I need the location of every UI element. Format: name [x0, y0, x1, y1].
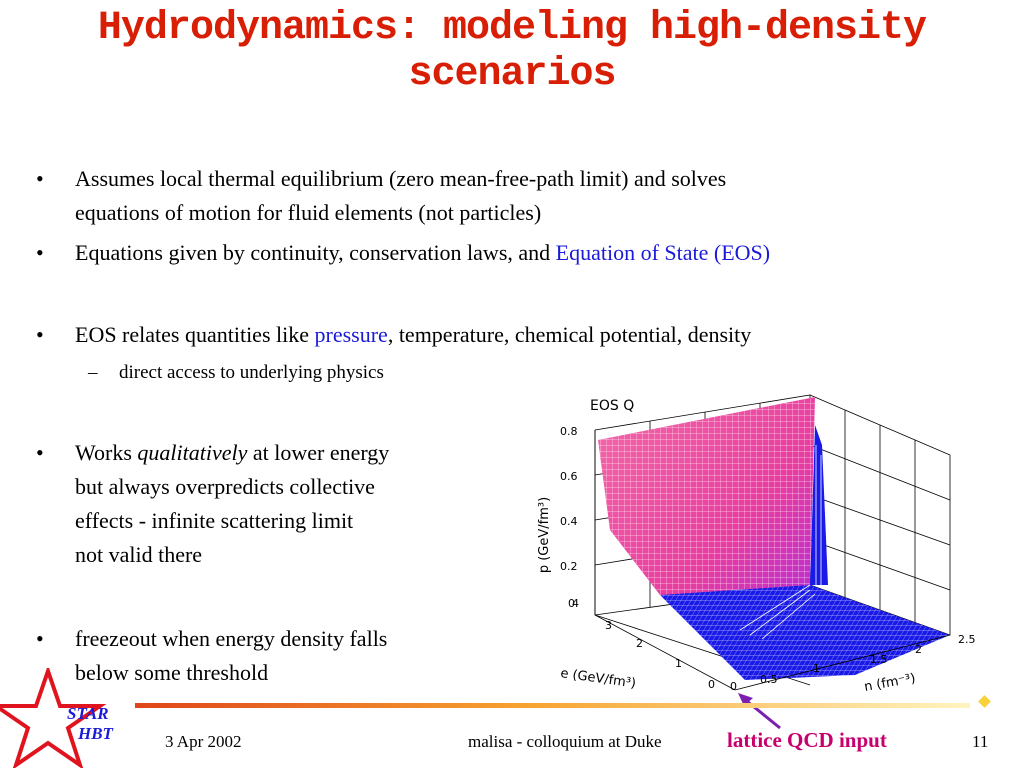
bullet-text: Equations given by continuity, conservat…: [75, 236, 770, 270]
e-tick: 1: [675, 657, 682, 670]
bullet-dot: •: [36, 166, 44, 191]
n-tick: 0: [730, 680, 737, 693]
n-axis-label: n (fm⁻³): [863, 671, 917, 695]
pink-surface-mesh: [598, 397, 815, 630]
bullet-text-line-1: Assumes local thermal equilibrium (zero …: [75, 166, 727, 191]
e-axis-label: e (GeV/fm³): [559, 666, 636, 691]
bullet-text-post: , temperature, chemical potential, densi…: [387, 322, 752, 347]
footer-rule: [135, 703, 530, 708]
spike-surface: [810, 425, 828, 585]
p-tick: 0.4: [560, 515, 578, 528]
yellow-marker: [978, 695, 991, 708]
curtain-lines: [739, 445, 822, 640]
footer-date: 3 Apr 2002: [165, 732, 242, 751]
qualitatively-emph: qualitatively: [137, 440, 248, 465]
title-line-2: scenarios: [408, 52, 616, 97]
logo-text-hbt: HBT: [77, 724, 114, 743]
bullet-dot: •: [36, 322, 44, 347]
footer-rule-fade: [530, 703, 970, 708]
p-tick: 0.6: [560, 470, 578, 483]
n-tick: 0.5: [760, 673, 778, 686]
e-tick-labels: 4 3 2 1 0: [572, 597, 715, 691]
bullet-text-pre: EOS relates quantities like: [75, 322, 315, 347]
eos-plot: EOS Q 0.8 0.6 0.4 0.2 0 4 3 2 1 0: [537, 394, 976, 695]
bullet-text-pre: Works: [75, 440, 138, 465]
logo-text-star: STAR: [67, 704, 109, 723]
bullet-dot: •: [36, 626, 44, 651]
e-tick: 4: [572, 597, 579, 610]
star-outline-icon: [0, 668, 107, 768]
bullet-text-line-2: but always overpredicts collective: [75, 474, 375, 499]
lattice-qcd-label: lattice QCD input: [727, 728, 887, 752]
page-number: 11: [972, 732, 989, 751]
p-tick: 0.8: [560, 425, 578, 438]
n-tick: 2: [915, 643, 922, 656]
bullet-dot: •: [36, 440, 44, 465]
e-tick: 3: [605, 619, 612, 632]
n-tick-labels: 0 0.5 1 1.5 2 2.5: [730, 633, 976, 693]
bullet-text-post: at lower energy: [247, 440, 390, 465]
star-hbt-logo: STAR HBT: [0, 668, 114, 768]
eos-highlight: Equation of State (EOS): [555, 240, 771, 265]
title-line-1: Hydrodynamics: modeling high-density: [97, 6, 927, 51]
n-tick: 1.5: [870, 653, 888, 666]
bullet-text-line-2: below some threshold: [75, 660, 269, 685]
bullet-text-line-4: not valid there: [75, 542, 203, 567]
sub-bullet-dash: –: [88, 362, 98, 383]
n-tick: 1: [813, 662, 820, 675]
bullet-text-line-1: Works qualitatively at lower energy: [75, 436, 389, 470]
front-box: [594, 430, 951, 691]
p-axis-label: p (GeV/fm³): [537, 497, 552, 573]
bullet-text-line-1: freezeout when energy density falls: [75, 626, 388, 651]
sub-bullet-text: direct access to underlying physics: [119, 362, 384, 383]
slide-title: Hydrodynamics: modeling high-density sce…: [40, 6, 984, 98]
bullet-text-line-2: equations of motion for fluid elements (…: [75, 200, 542, 225]
pressure-highlight: pressure: [314, 322, 388, 347]
n-tick: 2.5: [958, 633, 976, 646]
footer-center: malisa - colloquium at Duke: [468, 732, 662, 751]
e-tick: 0: [708, 678, 715, 691]
e-tick: 2: [636, 637, 643, 650]
figure-title: EOS Q: [590, 398, 634, 414]
p-tick: 0: [568, 597, 575, 610]
bullet-dot: •: [36, 240, 44, 265]
blue-surface-mesh: [660, 585, 950, 680]
p-tick-labels: 0.8 0.6 0.4 0.2 0: [560, 425, 578, 610]
bullet-text-plain: Equations given by continuity, conservat…: [75, 240, 556, 265]
p-tick: 0.2: [560, 560, 578, 573]
bullet-text-line-3: effects - infinite scattering limit: [75, 508, 354, 533]
bullet-text: EOS relates quantities like pressure, te…: [75, 318, 751, 352]
